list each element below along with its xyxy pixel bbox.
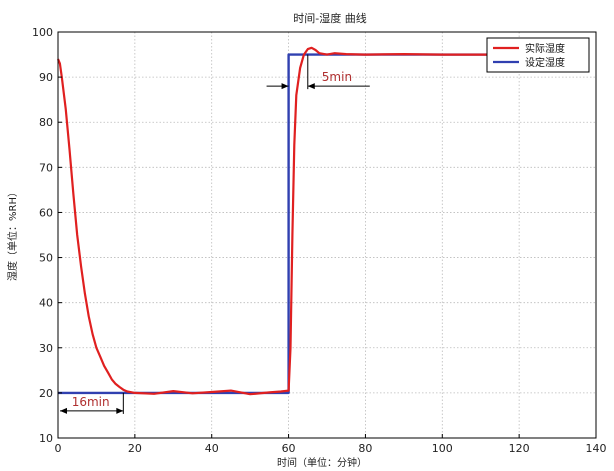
y-tick-label: 100	[32, 26, 53, 39]
y-tick-label: 20	[39, 387, 53, 400]
y-tick-label: 60	[39, 206, 53, 219]
y-axis-label: 湿度（单位：%RH）	[6, 187, 19, 281]
plot-area	[58, 32, 596, 438]
legend-label-0: 实际湿度	[525, 42, 565, 55]
y-tick-label: 10	[39, 432, 53, 445]
plot-frame	[57, 31, 597, 439]
legend-label-1: 设定湿度	[525, 56, 565, 69]
y-tick-label: 80	[39, 116, 53, 129]
y-tick-label: 40	[39, 297, 53, 310]
x-tick-label: 20	[128, 442, 142, 455]
series-layer	[56, 46, 558, 396]
x-tick-label: 140	[586, 442, 607, 455]
annotation-16min-arrowhead-right	[116, 407, 124, 414]
chart-title: 时间-湿度 曲线	[293, 11, 366, 25]
x-tick-label: 40	[205, 442, 219, 455]
annotation-16min-label: 16min	[72, 395, 110, 409]
y-tick-label: 70	[39, 161, 53, 174]
y-tick-label: 50	[39, 252, 53, 265]
annotation-5min-arrowhead-right	[307, 83, 315, 90]
x-tick-label: 60	[282, 442, 296, 455]
annotation-5min-label: 5min	[322, 70, 352, 84]
series-line-0	[56, 46, 558, 396]
axis-ticks: 0 20 40 60 80 100 120 140 10 20 30 40 50 60 70 80 90 100	[32, 26, 607, 455]
annotation-16min-arrowhead-left	[60, 407, 67, 414]
x-tick-label: 100	[432, 442, 453, 455]
annotation-5min-arrowhead-left	[281, 83, 289, 90]
x-tick-label: 120	[509, 442, 530, 455]
annotations: 16min 5min	[60, 54, 370, 414]
x-tick-label: 0	[55, 442, 62, 455]
x-axis-label: 时间（单位：分钟）	[277, 456, 367, 469]
legend-box	[486, 37, 590, 73]
x-tick-label: 80	[358, 442, 372, 455]
grid-lines	[58, 32, 596, 438]
y-tick-label: 90	[39, 71, 53, 84]
y-tick-label: 30	[39, 342, 53, 355]
